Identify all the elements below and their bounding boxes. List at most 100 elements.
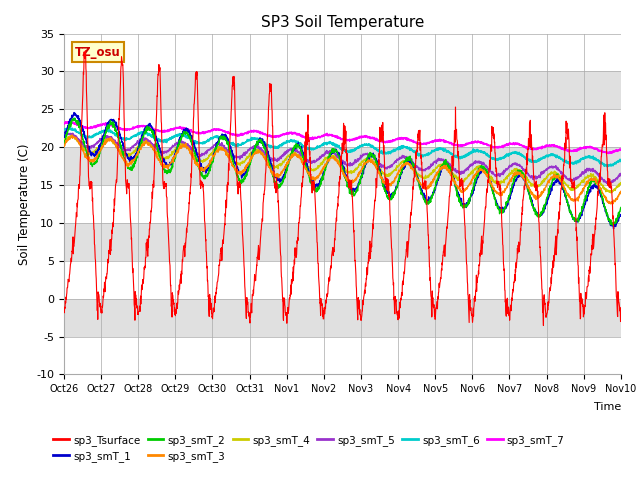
sp3_smT_5 [60, 133, 68, 139]
sp3_smT_4 [371, 159, 379, 165]
Line: sp3_smT_5: sp3_smT_5 [64, 133, 621, 183]
sp3_smT_2 [568, 214, 575, 219]
sp3_smT_3 [584, 181, 591, 187]
Bar [64, 223, 621, 261]
sp3_Tsurface [584, 283, 591, 289]
sp3_smT_7 [617, 147, 625, 153]
sp3_smT_6 [568, 160, 575, 166]
sp3_Tsurface [359, 302, 367, 308]
sp3_smT_6 [216, 134, 223, 140]
Line: sp3_smT_1: sp3_smT_1 [64, 112, 621, 229]
sp3_smT_5 [371, 156, 379, 162]
sp3_smT_4 [617, 180, 625, 186]
Y-axis label: Soil Temperature (C): Soil Temperature (C) [18, 143, 31, 265]
sp3_smT_2 [60, 141, 68, 147]
sp3_smT_7 [568, 148, 575, 154]
Bar [64, 261, 621, 299]
sp3_smT_3 [568, 196, 575, 202]
Line: sp3_smT_2: sp3_smT_2 [64, 118, 621, 225]
Bar [64, 336, 621, 374]
sp3_Tsurface [60, 308, 68, 314]
sp3_smT_1 [610, 226, 618, 232]
sp3_smT_6 [359, 143, 367, 149]
Text: Time: Time [593, 402, 621, 412]
sp3_Tsurface [617, 305, 625, 311]
Title: SP3 Soil Temperature: SP3 Soil Temperature [260, 15, 424, 30]
sp3_smT_2 [617, 204, 625, 210]
sp3_Tsurface [504, 304, 512, 310]
Bar [64, 34, 621, 72]
sp3_smT_6 [584, 155, 591, 160]
sp3_smT_4 [584, 174, 591, 180]
sp3_smT_4 [216, 143, 223, 149]
sp3_Tsurface [568, 185, 576, 191]
sp3_Tsurface [216, 263, 223, 268]
sp3_smT_7 [605, 151, 612, 156]
sp3_smT_1 [584, 194, 591, 200]
sp3_smT_6 [371, 145, 379, 151]
sp3_smT_2 [216, 135, 223, 141]
sp3_smT_5 [359, 153, 367, 159]
Bar [64, 147, 621, 185]
sp3_smT_6 [604, 164, 611, 170]
Bar [64, 185, 621, 223]
sp3_smT_5 [216, 142, 223, 147]
Line: sp3_smT_4: sp3_smT_4 [64, 135, 621, 193]
sp3_smT_7 [504, 141, 512, 147]
sp3_smT_6 [504, 151, 512, 157]
sp3_smT_6 [60, 127, 68, 132]
sp3_smT_5 [604, 180, 612, 186]
Line: sp3_Tsurface: sp3_Tsurface [64, 51, 621, 325]
sp3_smT_7 [584, 144, 591, 150]
sp3_smT_3 [504, 180, 512, 186]
sp3_smT_5 [584, 167, 591, 173]
sp3_Tsurface [540, 323, 547, 328]
sp3_smT_4 [504, 173, 512, 179]
sp3_smT_2 [584, 190, 591, 195]
sp3_smT_4 [359, 159, 367, 165]
sp3_smT_4 [607, 190, 614, 196]
sp3_smT_7 [60, 121, 68, 127]
sp3_Tsurface [371, 197, 379, 203]
sp3_smT_1 [568, 212, 575, 217]
sp3_smT_4 [67, 132, 75, 138]
sp3_smT_7 [371, 136, 379, 142]
sp3_smT_5 [568, 177, 575, 183]
sp3_smT_1 [504, 198, 512, 204]
sp3_smT_3 [68, 132, 76, 138]
sp3_smT_7 [64, 119, 72, 125]
sp3_smT_1 [216, 136, 223, 142]
sp3_smT_7 [216, 127, 223, 132]
Legend: sp3_Tsurface, sp3_smT_1, sp3_smT_2, sp3_smT_3, sp3_smT_4, sp3_smT_5, sp3_smT_6, : sp3_Tsurface, sp3_smT_1, sp3_smT_2, sp3_… [49, 431, 569, 466]
sp3_smT_1 [70, 109, 78, 115]
sp3_smT_1 [60, 133, 68, 139]
sp3_smT_6 [617, 158, 625, 164]
sp3_smT_5 [69, 130, 77, 136]
Bar [64, 299, 621, 336]
sp3_smT_1 [371, 155, 379, 161]
Line: sp3_smT_7: sp3_smT_7 [64, 122, 621, 154]
Line: sp3_smT_3: sp3_smT_3 [64, 135, 621, 204]
Bar [64, 72, 621, 109]
sp3_smT_5 [504, 165, 512, 171]
sp3_smT_3 [60, 142, 68, 148]
sp3_smT_3 [359, 164, 367, 169]
sp3_smT_1 [617, 214, 625, 219]
sp3_smT_2 [371, 153, 379, 158]
Line: sp3_smT_6: sp3_smT_6 [64, 128, 621, 167]
sp3_smT_5 [617, 172, 625, 178]
sp3_smT_2 [359, 171, 367, 177]
sp3_smT_4 [568, 184, 575, 190]
sp3_smT_7 [359, 133, 367, 139]
sp3_smT_3 [609, 201, 616, 207]
sp3_smT_1 [359, 170, 367, 176]
Bar [64, 109, 621, 147]
sp3_smT_3 [216, 146, 223, 152]
sp3_smT_6 [65, 125, 72, 131]
sp3_smT_2 [71, 115, 79, 121]
sp3_smT_3 [371, 161, 379, 167]
sp3_smT_2 [609, 222, 617, 228]
sp3_Tsurface [81, 48, 89, 54]
sp3_smT_2 [504, 195, 512, 201]
sp3_smT_4 [60, 138, 68, 144]
